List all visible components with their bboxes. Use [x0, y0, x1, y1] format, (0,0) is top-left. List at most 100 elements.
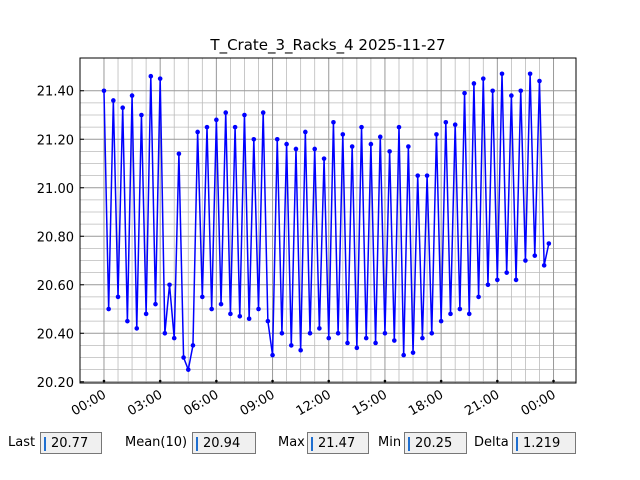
data-point: [363, 335, 369, 341]
y-tick-label: 20.80: [37, 230, 74, 245]
data-point: [284, 141, 289, 147]
data-point: [106, 306, 111, 312]
status-label: Min: [378, 435, 402, 450]
data-point: [373, 340, 378, 346]
data-point: [274, 136, 280, 142]
data-point: [410, 350, 416, 355]
data-point: [513, 277, 519, 283]
data-point: [527, 71, 533, 77]
data-point: [401, 352, 406, 358]
data-point: [448, 311, 453, 317]
data-point: [335, 330, 341, 336]
status-label: Mean(10): [125, 435, 188, 450]
x-tick-label: 00:00: [69, 387, 109, 419]
y-tick-label: 21.20: [37, 133, 74, 148]
data-point: [115, 294, 121, 300]
data-point: [466, 311, 472, 317]
x-tick: [439, 379, 443, 383]
data-point: [438, 318, 444, 324]
x-tick: [383, 379, 387, 383]
x-tick: [215, 379, 218, 383]
data-point: [392, 338, 397, 343]
data-point: [499, 71, 505, 77]
data-point: [223, 110, 229, 115]
y-tick-label: 20.60: [37, 279, 74, 294]
data-point: [424, 173, 430, 178]
x-tick-label: 06:00: [181, 387, 221, 419]
chart: T_Crate_3_Racks_4 2025-11-27 20.20 20.40 2…: [37, 36, 577, 419]
data-point: [303, 129, 308, 135]
data-point: [340, 132, 346, 137]
data-point: [111, 98, 116, 103]
data-point: [167, 282, 172, 288]
chart-title: T_Crate_3_Racks_4 2025-11-27: [209, 36, 445, 55]
data-point: [148, 73, 154, 79]
data-point: [429, 330, 435, 336]
data-point: [518, 88, 524, 94]
x-tick-label: 00:00: [519, 387, 559, 419]
data-point: [228, 311, 233, 317]
data-point: [532, 253, 538, 258]
data-point: [181, 355, 186, 360]
data-point: [523, 258, 528, 263]
status-value: 21.47: [307, 432, 369, 454]
data-point: [195, 129, 200, 135]
data-point: [537, 78, 542, 84]
data-point: [476, 294, 481, 300]
data-point: [490, 88, 495, 94]
x-tick: [158, 379, 162, 383]
y-tick-label: 20.20: [37, 376, 74, 391]
data-point: [242, 112, 247, 118]
status-value: 1.219: [512, 432, 576, 454]
data-point: [246, 316, 252, 322]
data-point: [546, 241, 552, 246]
data-point: [204, 124, 210, 130]
data-point: [171, 335, 177, 341]
x-tick-label: 03:00: [125, 387, 165, 419]
data-point: [214, 117, 219, 123]
data-point: [176, 151, 182, 157]
y-tick-label: 21.40: [37, 85, 74, 100]
data-point: [256, 306, 261, 312]
x-tick: [327, 379, 331, 383]
data-point: [396, 124, 402, 130]
data-point: [200, 294, 205, 300]
data-point: [190, 343, 196, 348]
status-label: Delta: [474, 435, 509, 450]
data-point: [209, 306, 214, 312]
data-point: [157, 76, 163, 81]
data-point: [270, 352, 275, 358]
data-point: [415, 173, 421, 178]
data-point: [541, 263, 547, 268]
data-point: [139, 112, 144, 118]
x-tick-label: 15:00: [350, 387, 390, 419]
x-tick: [102, 379, 106, 383]
data-point: [134, 326, 140, 331]
x-tick-label: 12:00: [294, 387, 334, 419]
data-point: [125, 318, 130, 324]
data-point: [143, 311, 149, 317]
data-point: [101, 88, 107, 94]
data-point: [237, 314, 243, 319]
data-point: [485, 282, 491, 288]
data-point: [293, 146, 299, 152]
data-point: [251, 136, 257, 142]
x-tick: [552, 379, 555, 383]
status-label: Max: [278, 435, 305, 450]
status-value: 20.25: [404, 432, 467, 454]
data-point: [495, 277, 500, 283]
data-point: [504, 270, 509, 275]
series-line: [103, 73, 550, 373]
data-point: [120, 105, 126, 111]
data-point: [377, 134, 383, 140]
data-point: [298, 347, 303, 353]
data-point: [321, 156, 327, 161]
data-point: [232, 124, 238, 130]
data-point: [162, 330, 168, 336]
data-point: [265, 318, 271, 324]
data-point: [317, 326, 322, 331]
data-point: [406, 144, 411, 149]
y-tick-label: 21.00: [37, 182, 74, 197]
data-point: [279, 330, 285, 336]
